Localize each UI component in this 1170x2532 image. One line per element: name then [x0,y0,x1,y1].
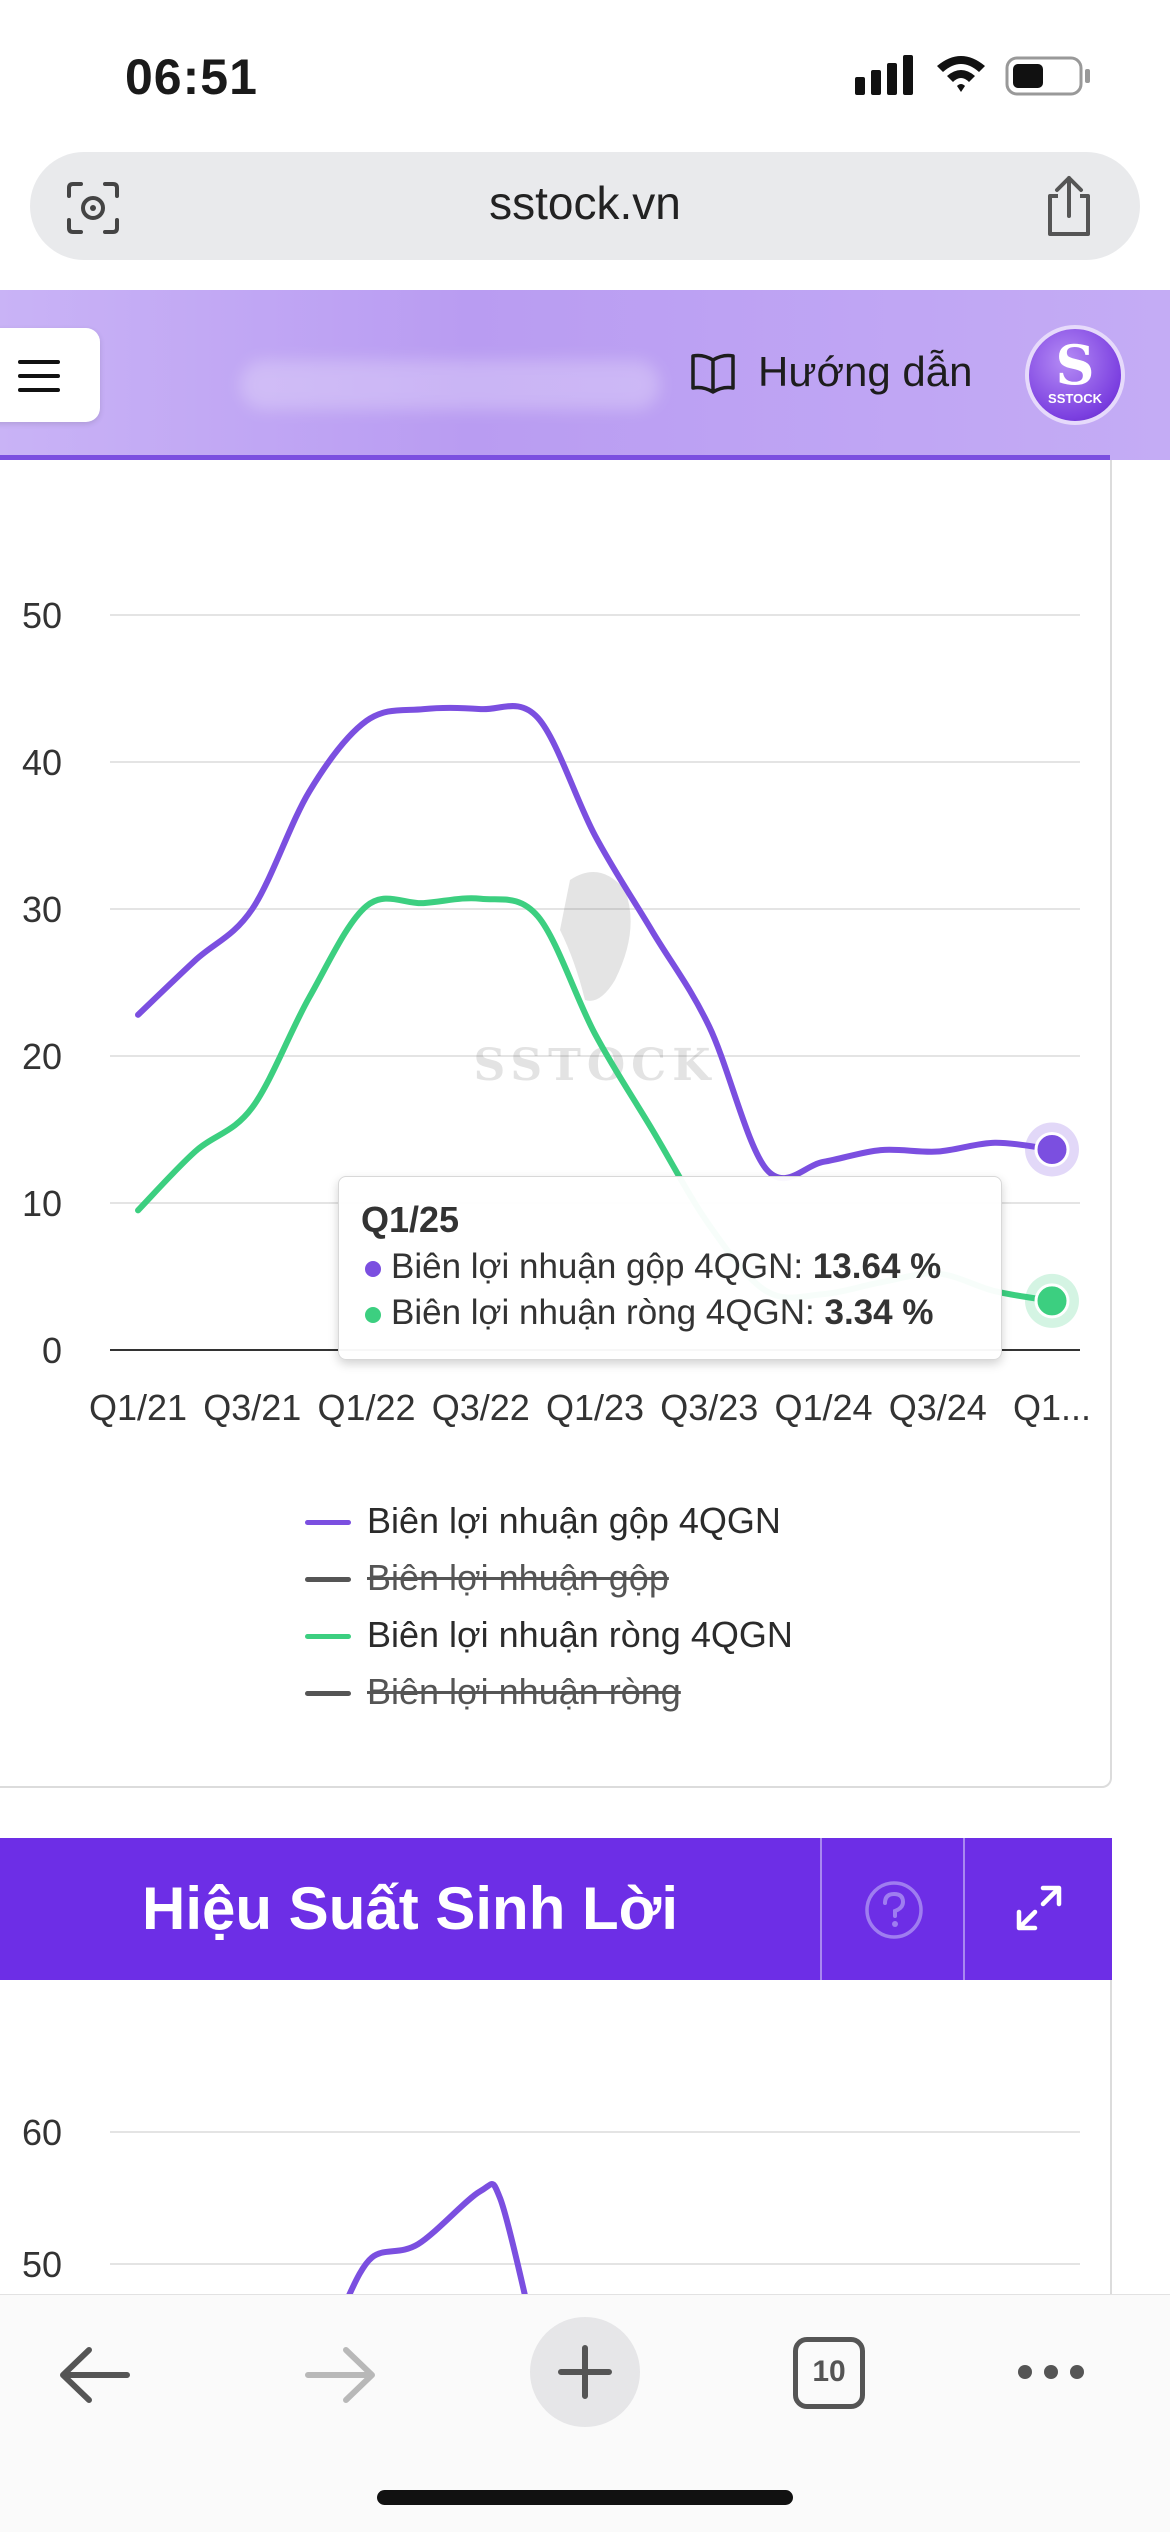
tooltip-title: Q1/25 [361,1199,460,1240]
y-tick-label: 40 [22,742,62,783]
guide-link[interactable]: Hướng dẫn [758,348,973,395]
x-tick-label: Q3/24 [889,1387,987,1428]
y-tick-label: 50 [22,595,62,636]
address-bar[interactable]: sstock.vn [30,152,1140,260]
status-time: 06:51 [125,49,258,105]
profit-margin-card [0,460,1112,1788]
tooltip-value-gross: 13.64 % [812,1247,942,1286]
expand-icon [1016,1885,1062,1931]
y-tick-label: 0 [42,1330,62,1371]
x-tick-label: Q3/23 [660,1387,758,1428]
profitability-chart[interactable]: 50 60 [0,1980,1170,2294]
watermark-horse-icon [560,872,631,1001]
legend-swatch [305,1520,351,1525]
header-blurred-content [240,360,660,410]
browser-toolbar: 10 [0,2294,1170,2532]
plus-icon [558,2345,612,2399]
more-icon[interactable] [1015,2357,1087,2387]
question-circle-icon [865,1881,923,1939]
logo-letter: S [1055,333,1095,397]
x-tick-label: Q3/21 [203,1387,301,1428]
menu-button[interactable] [0,328,100,422]
active-data-point[interactable] [1034,1131,1070,1167]
tab-count: 10 [812,2355,846,2388]
site-header: Hướng dẫn S SSTOCK [0,290,1170,460]
new-tab-button[interactable] [530,2317,640,2427]
wifi-icon [937,56,985,92]
tooltip-row-net: Biên lợi nhuận ròng 4QGN: 3.34 % [361,1293,979,1339]
x-tick-label: Q1/24 [774,1387,872,1428]
tabs-button[interactable]: 10 [793,2337,865,2409]
tooltip-row-gross: Biên lợi nhuận gộp 4QGN: 13.64 % [361,1247,979,1293]
profit-margin-chart[interactable]: 0 10 20 30 40 50 Q1/21 Q3/21 Q1/22 Q3/22 Q1/23 Q3/2… [0,460,1170,1460]
y-tick-label: 20 [22,1036,62,1077]
section-title: Hiệu Suất Sinh Lời [141,1875,678,1942]
x-tick-label: Q1... [1013,1387,1091,1428]
help-button[interactable] [820,1838,963,1980]
book-icon[interactable] [690,352,736,394]
home-indicator [377,2490,793,2505]
watermark-text: SSTOCK [474,1040,717,1091]
sstock-logo[interactable]: S SSTOCK [1025,325,1125,425]
forward-arrow-icon[interactable] [300,2340,380,2410]
x-tick-label: Q1/22 [317,1387,415,1428]
x-tick-label: Q3/22 [432,1387,530,1428]
legend-swatch [305,1691,351,1696]
y-tick-label: 30 [22,889,62,930]
share-icon[interactable] [1040,174,1098,238]
active-data-point[interactable] [1034,1283,1070,1319]
section-header-profitability: Hiệu Suất Sinh Lời [0,1838,1112,1980]
series-line-0 [346,2180,528,2294]
legend-label: Biên lợi nhuận ròng 4QGN [367,1614,793,1655]
legend-label: Biên lợi nhuận ròng [367,1671,681,1712]
tooltip-dot-gross [365,1261,381,1277]
x-tick-label: Q1/21 [89,1387,187,1428]
y-tick-label: 50 [22,2244,62,2285]
sstock-watermark: SSTOCK [474,872,717,1091]
legend-label: Biên lợi nhuận gộp 4QGN [367,1500,781,1541]
series-line-0 [135,703,1055,1182]
header-underline [0,455,1110,460]
hamburger-menu-icon [18,360,60,392]
logo-text: SSTOCK [1048,391,1102,406]
tooltip-dot-net [365,1307,381,1323]
url-text[interactable]: sstock.vn [489,177,681,229]
y-tick-label: 60 [22,2112,62,2153]
tooltip-label-gross: Biên lợi nhuận gộp 4QGN: [391,1247,804,1286]
back-arrow-icon[interactable] [55,2340,135,2410]
legend-swatch [305,1577,351,1582]
expand-button[interactable] [963,1838,1112,1980]
chart-tooltip: Q1/25 Biên lợi nhuận gộp 4QGN: 13.64 % B… [338,1176,1002,1360]
x-tick-label: Q1/23 [546,1387,644,1428]
battery-icon [1005,56,1090,96]
status-bar: 06:51 [0,0,1170,145]
tooltip-value-net: 3.34 % [824,1293,934,1332]
legend-label: Biên lợi nhuận gộp [367,1557,669,1598]
legend-swatch [305,1634,351,1639]
y-tick-label: 10 [22,1183,62,1224]
camera-search-icon[interactable] [65,180,121,236]
cellular-signal-icon [855,55,913,95]
tooltip-label-net: Biên lợi nhuận ròng 4QGN: [391,1293,815,1332]
